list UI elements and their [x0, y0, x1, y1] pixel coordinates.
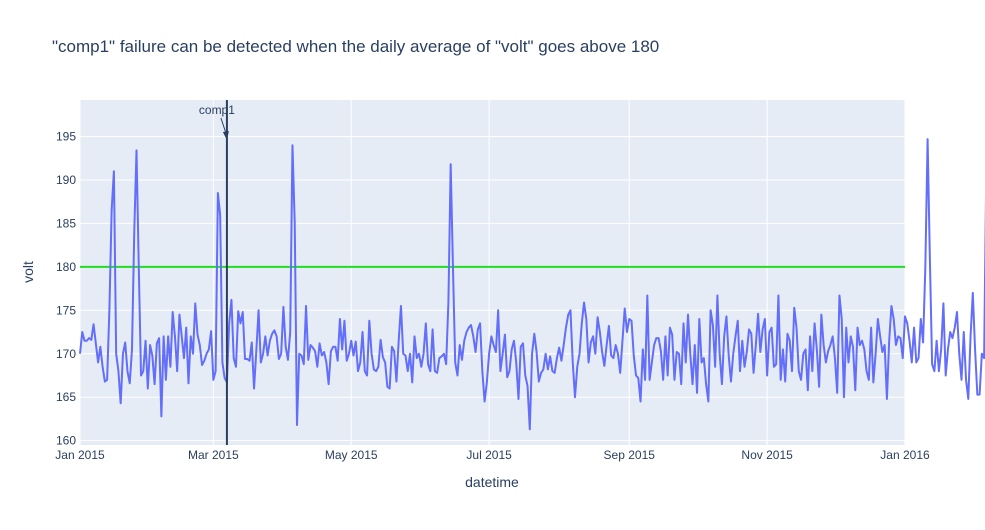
- volt-series-line: [79, 138, 985, 431]
- plot-area: [80, 100, 905, 445]
- x-tick-label: Jan 2015: [55, 448, 105, 462]
- annotation-label: comp1: [199, 103, 235, 117]
- x-tick-label: Mar 2015: [188, 448, 239, 462]
- y-tick-label: 160: [56, 434, 76, 448]
- x-tick-label: May 2015: [325, 448, 378, 462]
- grid-lines: [79, 100, 906, 445]
- y-tick-label: 190: [56, 173, 76, 187]
- x-tick-label: Sep 2015: [604, 448, 656, 462]
- y-tick-label: 195: [56, 129, 76, 143]
- chart-title: "comp1" failure can be detected when the…: [52, 37, 659, 56]
- y-tick-label: 185: [56, 216, 76, 230]
- y-axis-ticks: 160 165 170 175 180 185 190 195: [56, 129, 76, 447]
- x-tick-label: Jan 2016: [880, 448, 930, 462]
- failure-marker-layer: comp1: [199, 100, 235, 445]
- x-tick-label: Jul 2015: [466, 448, 512, 462]
- y-tick-label: 180: [56, 260, 76, 274]
- annotation-arrowhead: [222, 131, 229, 140]
- x-axis-label: datetime: [465, 474, 519, 490]
- x-tick-label: Nov 2015: [741, 448, 793, 462]
- y-tick-label: 170: [56, 347, 76, 361]
- y-tick-label: 175: [56, 303, 76, 317]
- series-layer: [79, 138, 985, 431]
- y-tick-label: 165: [56, 390, 76, 404]
- y-axis-label: volt: [20, 261, 36, 283]
- x-axis-ticks: Jan 2015 Mar 2015 May 2015 Jul 2015 Sep 2015…: [55, 448, 930, 462]
